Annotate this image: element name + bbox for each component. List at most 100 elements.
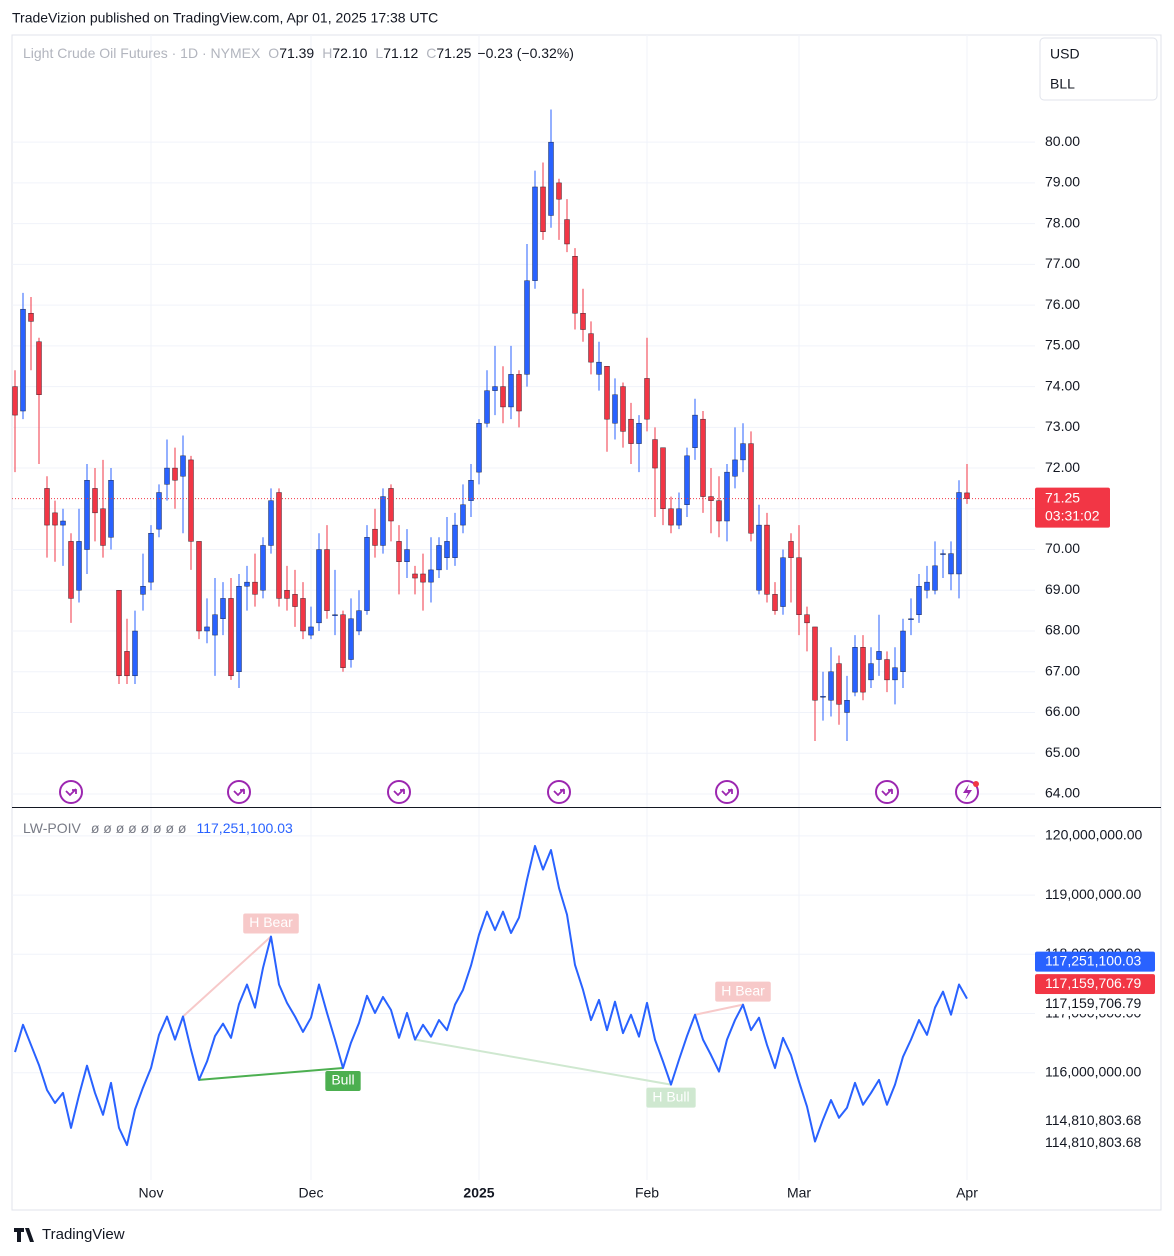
candle-body	[948, 553, 954, 575]
candle-body	[132, 630, 138, 677]
plot-area: H Bear Bull H Bull H Bear	[12, 35, 1035, 1180]
divergence-box	[325, 1071, 361, 1092]
candle-body	[300, 598, 306, 632]
scale-label-bg	[1036, 994, 1156, 1015]
candle-body	[100, 508, 106, 546]
event-dot	[973, 781, 979, 787]
candle-body	[76, 541, 82, 591]
candle-body	[804, 614, 810, 624]
candle-body	[964, 492, 970, 499]
ohlc-value: 71.25	[436, 45, 471, 61]
scale-label: 117,159,706.79	[1045, 995, 1141, 1011]
candle-body	[756, 524, 762, 591]
unit-measure: BLL	[1050, 76, 1075, 92]
y-tick-label: 74.00	[1045, 377, 1080, 393]
candle-body	[604, 366, 610, 420]
footer-text: TradingView	[42, 1226, 125, 1243]
event-circle	[387, 780, 411, 804]
candle-body	[156, 492, 162, 530]
x-tick-label: Dec	[299, 1185, 324, 1201]
bar-countdown: 03:31:02	[1045, 507, 1100, 523]
y-tick-label: 75.00	[1045, 337, 1080, 353]
scale-label-box	[1035, 974, 1155, 995]
event-circle	[59, 780, 83, 804]
divergence-line	[694, 1003, 744, 1016]
candle-body	[492, 386, 498, 391]
published-line: TradeVizion published on TradingView.com…	[12, 10, 438, 26]
candle-body	[500, 386, 506, 408]
candle-body	[332, 614, 338, 616]
event-circle	[227, 780, 251, 804]
event-icon	[715, 780, 739, 804]
ohlc-key: H	[322, 45, 332, 61]
candle-body	[316, 549, 322, 624]
y-tick-label: 119,000,000.00	[1045, 886, 1141, 902]
candle-body	[124, 651, 130, 677]
candle-body	[284, 590, 290, 599]
price-legend: Light Crude Oil Futures · 1D · NYMEX O71.…	[23, 45, 574, 61]
y-tick-label: 73.00	[1045, 418, 1080, 434]
y-tick-label: 80.00	[1045, 133, 1080, 149]
x-tick-label: Mar	[787, 1185, 811, 1201]
candle-body	[940, 553, 946, 555]
candle-body	[924, 581, 930, 591]
x-tick-label: Apr	[956, 1185, 978, 1201]
divergence-label: H Bear	[249, 914, 293, 930]
candle-body	[892, 667, 898, 681]
y-tick-label: 64.00	[1045, 785, 1080, 801]
event-arrow	[553, 788, 565, 797]
candle-body	[588, 333, 594, 363]
y-tick-label: 116,000,000.00	[1045, 1063, 1141, 1079]
candle-body	[660, 447, 666, 509]
event-icon	[387, 780, 411, 804]
candle-body	[452, 524, 458, 558]
candle-body	[20, 308, 26, 412]
x-tick-label: 2025	[463, 1185, 494, 1201]
event-circle	[547, 780, 571, 804]
candle-body	[436, 545, 442, 571]
ohlc-key: L	[375, 45, 383, 61]
divergence-line	[198, 1067, 344, 1081]
candle-body	[172, 467, 178, 481]
candle-body	[404, 549, 410, 562]
candle-body	[388, 488, 394, 522]
ohlc-key: C	[426, 45, 436, 61]
event-icon	[59, 780, 83, 804]
y-tick-label: 69.00	[1045, 581, 1080, 597]
candle-body	[140, 585, 146, 595]
event-arrow	[65, 788, 77, 797]
candle-body	[12, 386, 18, 416]
candle-body	[44, 488, 50, 526]
scale-label: 117,159,706.79	[1045, 975, 1141, 991]
candle-body	[36, 341, 42, 395]
candle-body	[420, 573, 426, 583]
indicator-inputs: ø ø ø ø ø ø ø ø	[91, 820, 187, 836]
candle-body	[52, 512, 58, 526]
candle-body	[212, 614, 218, 636]
candle-body	[564, 219, 570, 245]
y-tick-label: 77.00	[1045, 255, 1080, 271]
unit-box	[1039, 37, 1158, 101]
candle-body	[220, 598, 226, 619]
candle-body	[628, 418, 634, 444]
footer-logo: TradingView	[14, 1226, 125, 1243]
y-tick-label: 68.00	[1045, 622, 1080, 638]
event-arrow	[233, 788, 245, 797]
candle-body	[204, 626, 210, 632]
candle-body	[700, 418, 706, 497]
x-tick-label: Feb	[635, 1185, 659, 1201]
candle-body	[916, 585, 922, 615]
price-change: −0.23 (−0.32%)	[477, 45, 574, 61]
candle-body	[516, 374, 522, 412]
y-tick-label: 72.00	[1045, 459, 1080, 475]
unit-currency: USD	[1050, 46, 1080, 62]
scale-label-bg	[1036, 1133, 1156, 1154]
candle-body	[716, 500, 722, 522]
candle-body	[868, 663, 874, 681]
indicator-name: LW-POIV	[23, 820, 81, 836]
scale-label: 114,810,803.68	[1045, 1134, 1141, 1150]
ohlc-key: O	[268, 45, 279, 61]
candle-body	[68, 541, 74, 599]
candle-body	[396, 541, 402, 562]
